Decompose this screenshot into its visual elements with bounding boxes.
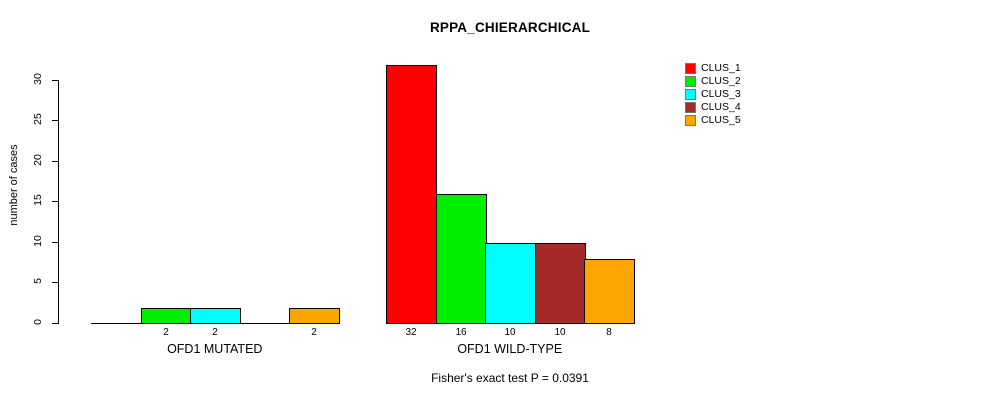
y-tick-mark (52, 80, 58, 81)
y-tick-mark (52, 323, 58, 324)
y-axis-line (58, 80, 59, 324)
bar-value-label: 8 (606, 327, 612, 338)
group-label: OFD1 WILD-TYPE (457, 342, 563, 356)
y-tick-label: 20 (32, 154, 44, 166)
bar-value-label: 2 (212, 327, 218, 338)
y-tick-label: 30 (32, 73, 44, 85)
bar-clus-5 (584, 259, 635, 324)
bar-clus-4 (535, 243, 586, 324)
y-tick-label: 5 (32, 278, 44, 284)
legend-label: CLUS_5 (701, 114, 741, 126)
fisher-test-note: Fisher's exact test P = 0.0391 (431, 371, 589, 385)
bar-value-label: 2 (163, 327, 169, 338)
legend-item-clus-4: CLUS_4 (685, 102, 741, 113)
legend-label: CLUS_2 (701, 75, 741, 87)
legend-color-swatch (685, 76, 696, 87)
bar-clus-5 (289, 308, 340, 324)
bar-clus-1 (386, 65, 437, 324)
legend-label: CLUS_4 (701, 101, 741, 113)
y-tick-label: 10 (32, 235, 44, 247)
y-tick-mark (52, 201, 58, 202)
y-tick-mark (52, 282, 58, 283)
legend-item-clus-2: CLUS_2 (685, 76, 741, 87)
y-tick-mark (52, 242, 58, 243)
legend-label: CLUS_1 (701, 62, 741, 74)
legend-item-clus-1: CLUS_1 (685, 63, 741, 74)
bar-clus-3 (190, 308, 241, 324)
y-tick-label: 15 (32, 194, 44, 206)
bar-value-label: 2 (311, 327, 317, 338)
y-tick-mark (52, 120, 58, 121)
chart-title: RPPA_CHIERARCHICAL (429, 20, 591, 35)
legend-label: CLUS_3 (701, 88, 741, 100)
legend: CLUS_1 CLUS_2 CLUS_3 CLUS_4 CLUS_5 (685, 63, 741, 128)
bar-value-label: 10 (504, 327, 516, 338)
y-tick-mark (52, 161, 58, 162)
group-label: OFD1 MUTATED (167, 342, 263, 356)
bar-value-label: 16 (455, 327, 467, 338)
legend-color-swatch (685, 102, 696, 113)
legend-item-clus-5: CLUS_5 (685, 115, 741, 126)
bar-clus-3 (485, 243, 536, 324)
y-tick-label: 0 (32, 319, 44, 325)
bar-clus-2 (436, 194, 487, 324)
bar-clus-2 (141, 308, 192, 324)
bar-value-label: 32 (405, 327, 417, 338)
bar-value-label: 10 (554, 327, 566, 338)
legend-color-swatch (685, 63, 696, 74)
legend-color-swatch (685, 115, 696, 126)
legend-item-clus-3: CLUS_3 (685, 89, 741, 100)
y-tick-label: 25 (32, 113, 44, 125)
legend-color-swatch (685, 89, 696, 100)
